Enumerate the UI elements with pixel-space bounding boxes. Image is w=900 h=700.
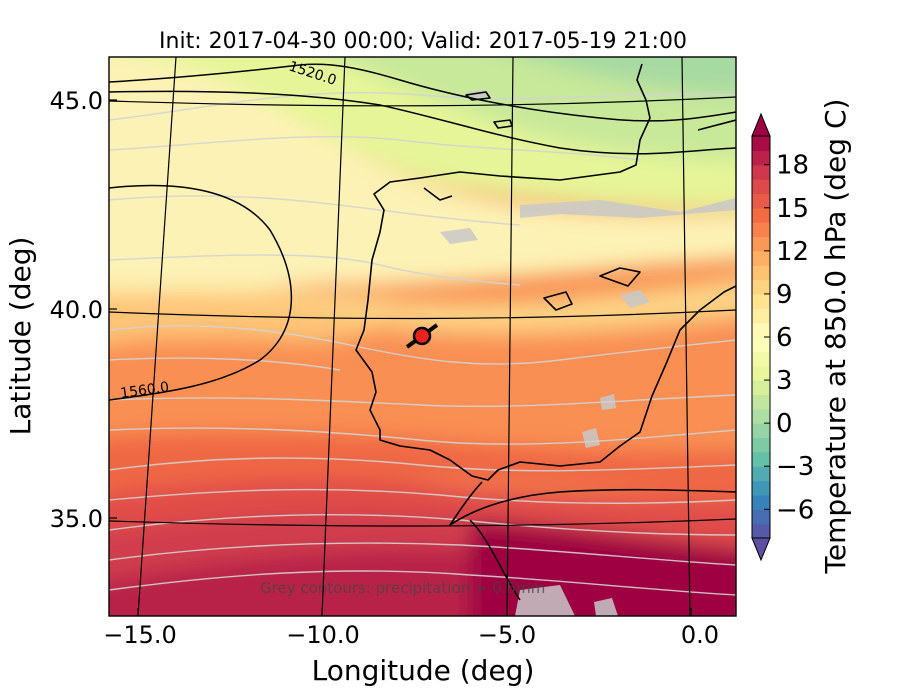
colorbar-tick-label: 3 <box>776 366 793 396</box>
precipitation-note: Grey contours: precipitation > 0.5mm <box>260 579 545 597</box>
colorbar-segment <box>752 164 770 180</box>
colorbar-segment <box>752 365 770 381</box>
colorbar-tick-label: 6 <box>776 323 793 353</box>
coastline <box>355 63 736 526</box>
colorbar-tick-label: 12 <box>776 237 809 267</box>
colorbar-segment <box>752 308 770 324</box>
map-plot-area: 1520.0 1560.0 Grey contours: precipitati… <box>109 57 736 616</box>
colorbar-segment <box>752 394 770 410</box>
colorbar-label: Temperature at 850.0 hPa (deg C) <box>819 99 852 575</box>
precipitation-patches <box>440 90 736 616</box>
x-tick-label-neg10: −10.0 <box>286 621 360 649</box>
colorbar-tick-label: 0 <box>776 409 793 439</box>
colorbar-segment <box>752 322 770 338</box>
colorbar-segment <box>752 437 770 453</box>
y-tick-label-45: 45.0 <box>50 87 103 115</box>
colorbar-segment <box>752 179 770 195</box>
colorbar-tick-label: −6 <box>776 495 814 525</box>
y-ticks <box>109 99 117 519</box>
colorbar-extend-min <box>751 537 771 562</box>
colorbar: −6 −3 0 3 6 9 12 15 18 <box>751 112 814 562</box>
colorbar-segment <box>752 408 770 424</box>
colorbar-segment <box>752 351 770 367</box>
colorbar-segment <box>752 222 770 238</box>
colorbar-segment <box>752 150 770 166</box>
colorbar-tick-label: 9 <box>776 280 793 310</box>
colorbar-segment <box>752 337 770 352</box>
x-tick-label-0: 0.0 <box>681 621 719 649</box>
x-ticks <box>137 608 692 616</box>
x-tick-label-neg15: −15.0 <box>103 621 177 649</box>
colorbar-segment <box>752 509 770 525</box>
chart-title: Init: 2017-04-30 00:00; Valid: 2017-05-1… <box>159 29 687 54</box>
contour-label-1560: 1560.0 <box>119 379 170 402</box>
x-tick-label-neg5: −5.0 <box>478 621 536 649</box>
colorbar-segment <box>752 136 770 151</box>
y-axis-label: Latitude (deg) <box>4 237 37 436</box>
colorbar-tick-label: 15 <box>776 194 809 224</box>
colorbar-segment <box>752 293 770 309</box>
geopotential-contours <box>109 63 736 601</box>
colorbar-segment <box>752 265 770 281</box>
temperature-field <box>109 57 736 616</box>
colorbar-segment <box>752 466 770 482</box>
colorbar-segment <box>752 494 770 510</box>
x-axis-label: Longitude (deg) <box>312 654 535 687</box>
y-tick-label-35: 35.0 <box>50 505 103 533</box>
colorbar-segment <box>752 423 770 439</box>
colorbar-segment <box>752 236 770 252</box>
colorbar-segment <box>752 451 770 467</box>
colorbar-tick-label: −3 <box>776 452 814 482</box>
colorbar-segment <box>752 250 770 266</box>
colorbar-tick-label: 18 <box>776 151 809 181</box>
station-marker <box>405 323 439 349</box>
map-frame <box>108 56 737 617</box>
colorbar-segment <box>752 523 770 539</box>
y-tick-label-40: 40.0 <box>50 296 103 324</box>
colorbar-segment <box>752 480 770 496</box>
colorbar-extend-max <box>751 112 771 137</box>
colorbar-segment <box>752 207 770 223</box>
colorbar-segment <box>752 380 770 396</box>
colorbar-segment <box>752 193 770 209</box>
colorbar-segment <box>752 279 770 295</box>
